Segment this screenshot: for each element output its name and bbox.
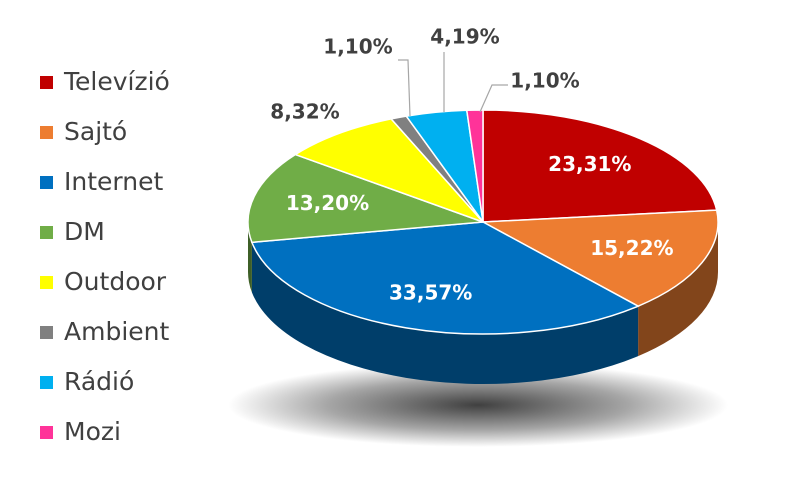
legend-swatch	[40, 226, 53, 239]
pie-slice	[250, 221, 640, 335]
pie-shadow	[228, 363, 728, 447]
legend-label: Mozi	[64, 417, 121, 446]
data-label: 4,19%	[430, 25, 499, 49]
leader-line	[479, 84, 508, 113]
data-label: 13,20%	[286, 191, 369, 215]
legend-swatch	[40, 376, 53, 389]
data-label: 8,32%	[270, 100, 339, 124]
legend-swatch	[40, 76, 53, 89]
data-label: 33,57%	[389, 280, 472, 304]
leader-line	[398, 59, 411, 117]
data-label: 23,31%	[548, 152, 631, 176]
data-label: 15,22%	[590, 236, 673, 260]
legend-swatch	[40, 426, 53, 439]
data-label: 1,10%	[510, 69, 579, 93]
pie-slice-side	[251, 242, 639, 384]
pie-slice	[480, 209, 719, 307]
data-label: 1,10%	[323, 35, 392, 59]
legend-swatch	[40, 126, 53, 139]
legend-label: DM	[64, 217, 105, 246]
legend-swatch	[40, 326, 53, 339]
legend-label: Rádió	[64, 367, 134, 396]
legend-swatch	[40, 276, 53, 289]
legend-label: Internet	[64, 167, 163, 196]
legend-swatch	[40, 176, 53, 189]
legend-label: Outdoor	[64, 267, 167, 296]
pie-slice	[465, 109, 484, 223]
pie-slice	[247, 153, 484, 244]
pie-slice-side	[638, 222, 718, 357]
legend-label: Sajtó	[64, 117, 127, 146]
legend-label: Televízió	[63, 67, 170, 96]
pie-slice	[293, 118, 484, 223]
legend-label: Ambient	[64, 317, 169, 346]
pie-slice-side	[248, 222, 252, 293]
pie-slice	[482, 109, 718, 223]
